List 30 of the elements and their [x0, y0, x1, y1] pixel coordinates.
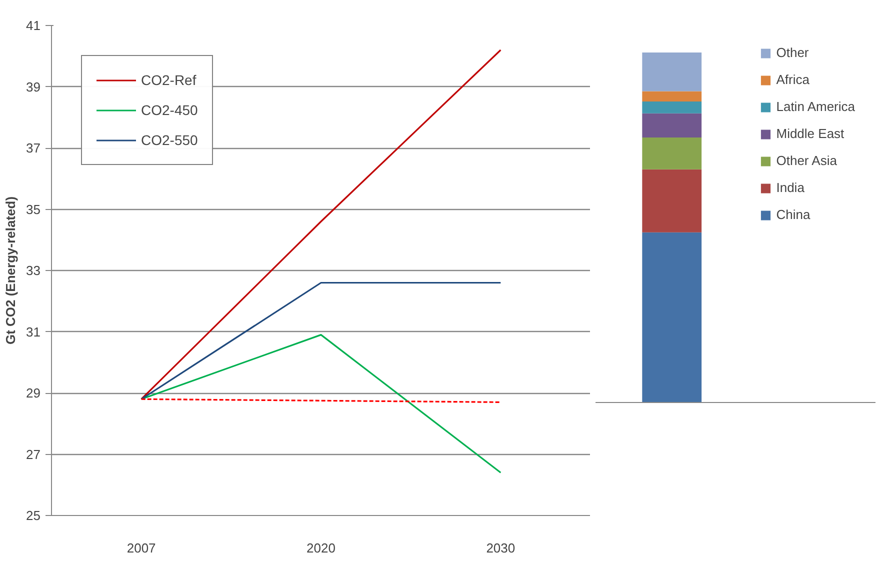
- x-tick-label: 2030: [486, 540, 516, 556]
- bar: [642, 52, 702, 92]
- legend-label: China: [776, 207, 810, 222]
- legend-label: CO2-550: [141, 132, 198, 148]
- legend-label: Middle East: [776, 126, 844, 141]
- legend-label: Africa: [776, 72, 810, 87]
- legend-label: Other Asia: [776, 153, 837, 168]
- legend-label: CO2-Ref: [141, 72, 196, 88]
- x-tick-label: 2007: [126, 540, 156, 556]
- legend-label: Other: [776, 45, 809, 60]
- bar: [642, 113, 702, 138]
- y-tick-label: 25: [26, 508, 41, 523]
- legend-label: India: [776, 180, 804, 195]
- y-tick-label: 37: [26, 140, 41, 156]
- y-tick-label: 27: [26, 446, 41, 462]
- legend-label: Latin America: [776, 99, 855, 114]
- bar: [642, 232, 702, 402]
- legend-label: CO2-450: [141, 102, 198, 118]
- x-tick-label: 2020: [306, 540, 336, 556]
- y-tick-label: 33: [26, 263, 41, 278]
- y-tick-label: 39: [26, 79, 41, 94]
- bar: [642, 101, 702, 114]
- bar: [642, 138, 702, 170]
- y-axis-title: Gt CO2 (Energy-related): [3, 196, 18, 345]
- y-tick-label: 35: [26, 202, 41, 217]
- y-tick-label: 29: [26, 386, 41, 400]
- bar: [642, 169, 702, 232]
- y-tick-label: 31: [26, 324, 41, 340]
- y-tick-label: 41: [26, 18, 41, 33]
- bar: [642, 91, 702, 102]
